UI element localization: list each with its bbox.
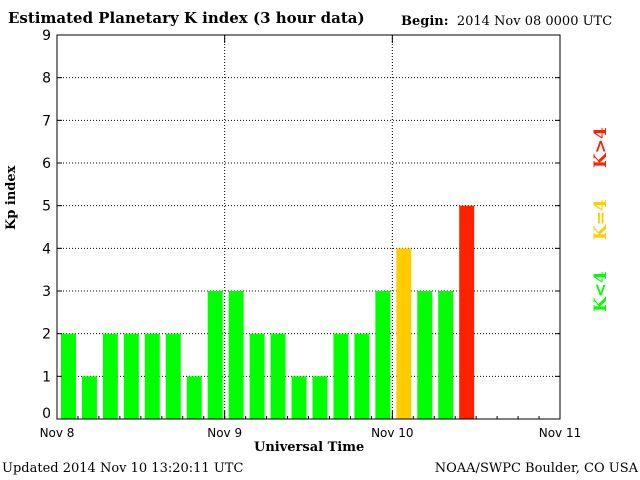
legend-mid: K=4 bbox=[591, 199, 611, 240]
kp-bar bbox=[207, 291, 223, 419]
kp-bar bbox=[123, 333, 139, 419]
x-tick-label: Nov 8 bbox=[40, 426, 75, 440]
kp-bar bbox=[165, 333, 181, 419]
kp-bar bbox=[354, 333, 370, 419]
chart-title: Estimated Planetary K index (3 hour data… bbox=[8, 9, 365, 27]
kp-bar bbox=[375, 291, 391, 419]
kp-bar bbox=[438, 291, 454, 419]
x-tick-label: Nov 10 bbox=[371, 426, 414, 440]
updated-value: 2014 Nov 10 13:20:11 UTC bbox=[62, 461, 244, 476]
kp-bar bbox=[417, 291, 433, 419]
kp-bar bbox=[61, 333, 76, 419]
kp-bar bbox=[144, 333, 160, 419]
begin-value: 2014 Nov 08 0000 UTC bbox=[456, 14, 613, 29]
y-tick-label: 8 bbox=[42, 71, 51, 87]
kp-bar bbox=[102, 333, 118, 419]
y-tick-label: 3 bbox=[42, 284, 51, 300]
y-tick-label: 0 bbox=[42, 406, 51, 422]
credit-text: NOAA/SWPC Boulder, CO USA bbox=[434, 461, 638, 476]
kp-bar bbox=[270, 333, 286, 419]
y-tick-label: 2 bbox=[42, 327, 51, 343]
updated-label: Updated bbox=[2, 461, 59, 476]
kp-bar bbox=[186, 376, 202, 419]
kp-bar bbox=[81, 376, 97, 419]
kp-bar bbox=[249, 333, 265, 419]
kp-bar bbox=[291, 376, 307, 419]
kp-bar bbox=[312, 376, 328, 419]
x-tick-label: Nov 9 bbox=[207, 426, 242, 440]
y-tick-label: 5 bbox=[42, 199, 51, 215]
y-tick-label: 6 bbox=[42, 156, 51, 172]
x-tick-label: Nov 11 bbox=[539, 426, 582, 440]
updated-timestamp: Updated 2014 Nov 10 13:20:11 UTC bbox=[2, 461, 243, 476]
kp-bar bbox=[396, 248, 412, 419]
y-tick-label: 7 bbox=[42, 113, 51, 129]
x-axis-label: Universal Time bbox=[254, 440, 365, 455]
begin-label: Begin: bbox=[401, 14, 449, 29]
y-axis-label: Kp index bbox=[4, 165, 19, 230]
begin-timestamp: Begin: 2014 Nov 08 0000 UTC bbox=[401, 14, 612, 29]
kp-bar bbox=[459, 205, 475, 419]
kp-bar bbox=[333, 333, 349, 419]
legend-high: K>4 bbox=[591, 127, 611, 168]
y-tick-label: 4 bbox=[42, 241, 51, 257]
y-tick-label: 9 bbox=[42, 28, 51, 44]
y-tick-label: 1 bbox=[42, 369, 51, 385]
legend-low: K<4 bbox=[591, 271, 611, 312]
kp-bar bbox=[228, 291, 244, 419]
